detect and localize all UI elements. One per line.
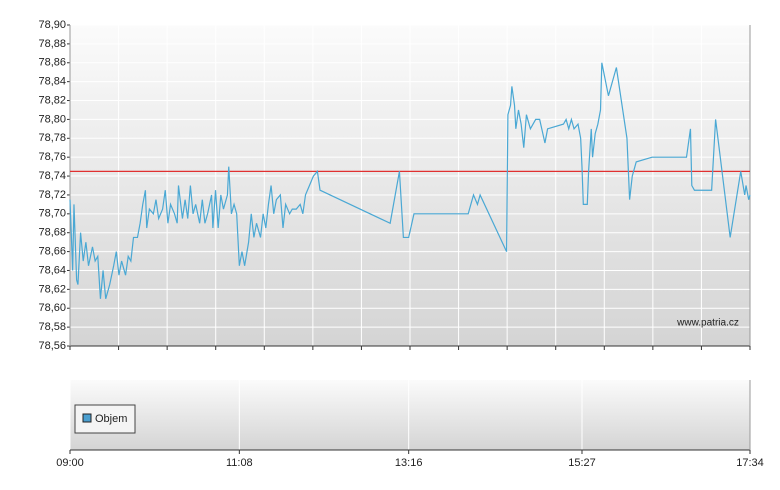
legend-swatch: [82, 413, 92, 423]
volume-plot-area: [70, 380, 750, 450]
y-tick-label: 78,62: [38, 283, 66, 295]
y-tick-label: 78,86: [38, 57, 66, 69]
y-tick-label: 78,58: [38, 321, 66, 333]
y-tick-label: 78,56: [38, 340, 66, 352]
y-tick-label: 78,60: [38, 302, 66, 314]
y-tick-label: 78,64: [38, 264, 66, 276]
y-tick-label: 78,80: [38, 113, 66, 125]
y-tick-label: 78,70: [38, 208, 66, 220]
y-tick-label: 78,72: [38, 189, 66, 201]
x-tick-label: 15:27: [568, 457, 596, 469]
price-line: [69, 62, 751, 299]
y-tick-label: 78,76: [38, 151, 66, 163]
y-tick-label: 78,68: [38, 227, 66, 239]
x-tick-label: 11:08: [226, 457, 253, 469]
y-tick-label: 78,88: [38, 38, 66, 50]
y-tick-label: 78,78: [38, 132, 66, 144]
y-tick-label: 78,84: [38, 76, 66, 88]
y-tick-label: 78,90: [38, 19, 66, 31]
legend-label: Objem: [95, 413, 127, 425]
watermark: www.patria.cz: [676, 318, 739, 329]
x-tick-label: 17:34: [736, 457, 764, 469]
y-tick-label: 78,74: [38, 170, 66, 182]
x-tick-label: 13:16: [395, 457, 423, 469]
x-tick-label: 09:00: [56, 457, 84, 469]
y-tick-label: 78,82: [38, 94, 66, 106]
y-tick-label: 78,66: [38, 245, 66, 257]
